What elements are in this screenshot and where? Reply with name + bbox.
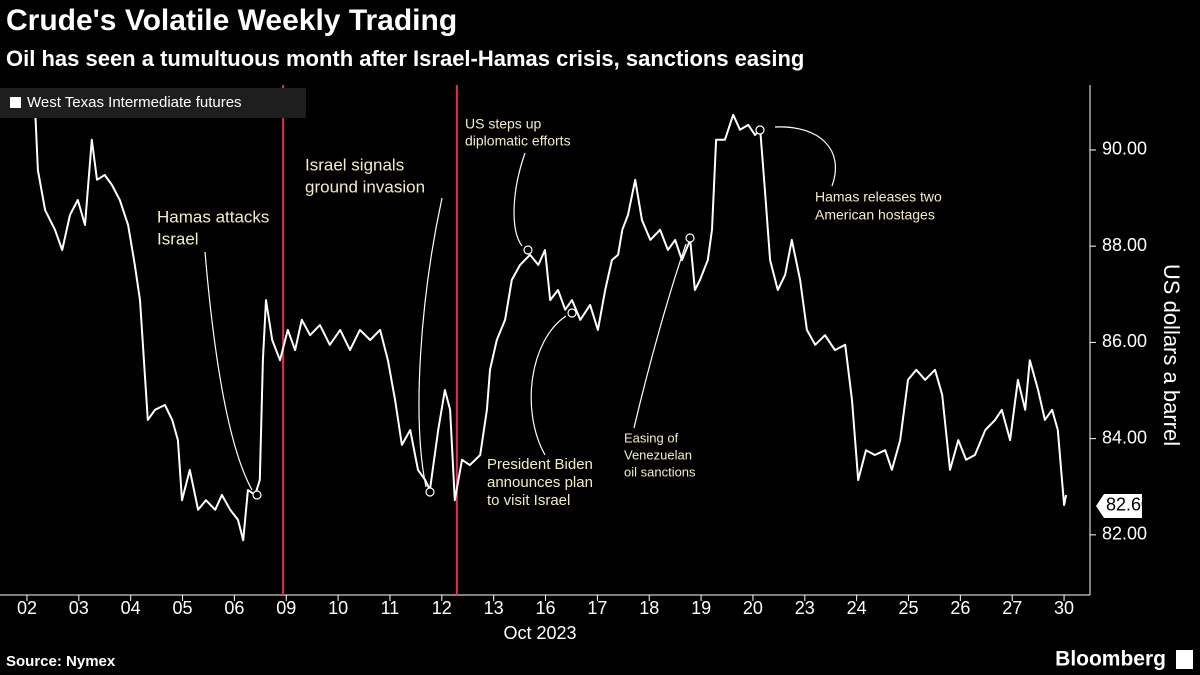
y-tick-label: 86.00 xyxy=(1102,331,1147,351)
annotation-arrow xyxy=(774,126,837,187)
x-tick-label: 02 xyxy=(17,598,37,618)
price-line xyxy=(33,99,1068,542)
annotation-text: Hamas releases two xyxy=(815,189,942,205)
x-tick-label: 25 xyxy=(898,598,918,618)
x-tick-label: 18 xyxy=(639,598,659,618)
brand-icon xyxy=(1176,650,1193,669)
annotation-arrow xyxy=(513,152,526,247)
x-tick-label: 27 xyxy=(1002,598,1022,618)
annotation-text: oil sanctions xyxy=(624,464,696,479)
y-tick-label: 82.00 xyxy=(1102,524,1147,544)
x-tick-label: 09 xyxy=(276,598,296,618)
source: Source: Nymex xyxy=(6,653,116,670)
annotation-text: Israel xyxy=(157,229,199,248)
x-tick-label: 06 xyxy=(224,598,244,618)
x-tick-label: 10 xyxy=(328,598,348,618)
x-tick-label: 17 xyxy=(587,598,607,618)
x-tick-label: 30 xyxy=(1054,598,1074,618)
annotation-text: President Biden xyxy=(487,456,593,473)
x-tick-label: 19 xyxy=(691,598,711,618)
annotation-text: Israel signals xyxy=(305,155,404,174)
x-tick-label: 03 xyxy=(69,598,89,618)
x-tick-label: 04 xyxy=(121,598,141,618)
annotation-text: Easing of xyxy=(624,430,679,445)
y-tick-label: 88.00 xyxy=(1102,235,1147,255)
end-label: 82.60 xyxy=(1106,495,1151,515)
x-tick-label: 11 xyxy=(381,598,400,618)
annotation-arrow xyxy=(204,251,253,491)
x-tick-label: 05 xyxy=(173,598,193,618)
annotation-text: Venezuelan xyxy=(624,447,692,462)
chart-title: Crude's Volatile Weekly Trading xyxy=(6,4,457,37)
x-tick-label: 26 xyxy=(950,598,970,618)
y-tick-label: 90.00 xyxy=(1102,139,1147,159)
x-tick-label: 24 xyxy=(847,598,867,618)
y-axis-label: US dollars a barrel xyxy=(1159,264,1184,446)
x-tick-label: 16 xyxy=(536,598,556,618)
annotation-text: announces plan xyxy=(487,474,593,491)
annotation-arrow xyxy=(530,315,567,456)
annotation-dot xyxy=(567,308,577,318)
annotation-arrow xyxy=(418,197,443,488)
annotation-dot xyxy=(755,125,765,135)
brand: Bloomberg xyxy=(1055,648,1166,671)
legend-swatch xyxy=(10,97,21,108)
annotation-dot xyxy=(523,245,533,255)
annotation-dot xyxy=(252,490,262,500)
x-tick-label: 12 xyxy=(432,598,452,618)
annotation-text: to visit Israel xyxy=(487,492,570,509)
x-axis-label: Oct 2023 xyxy=(503,623,576,643)
annotation-dot xyxy=(425,487,435,497)
annotation-text: American hostages xyxy=(815,207,935,223)
end-label-box xyxy=(1096,493,1142,518)
annotation-text: Hamas attacks xyxy=(157,207,269,226)
legend-label: West Texas Intermediate futures xyxy=(27,94,242,111)
x-tick-label: 23 xyxy=(795,598,815,618)
annotation-dot xyxy=(685,233,695,243)
annotation-text: ground invasion xyxy=(305,177,425,196)
annotation-text: diplomatic efforts xyxy=(465,133,571,149)
x-tick-label: 13 xyxy=(484,598,504,618)
chart-subtitle: Oil has seen a tumultuous month after Is… xyxy=(6,46,804,71)
annotation-text: US steps up xyxy=(465,116,541,132)
y-tick-label: 84.00 xyxy=(1102,427,1147,447)
x-tick-label: 20 xyxy=(743,598,763,618)
legend-box xyxy=(0,88,306,118)
annotation-arrow xyxy=(633,243,687,429)
